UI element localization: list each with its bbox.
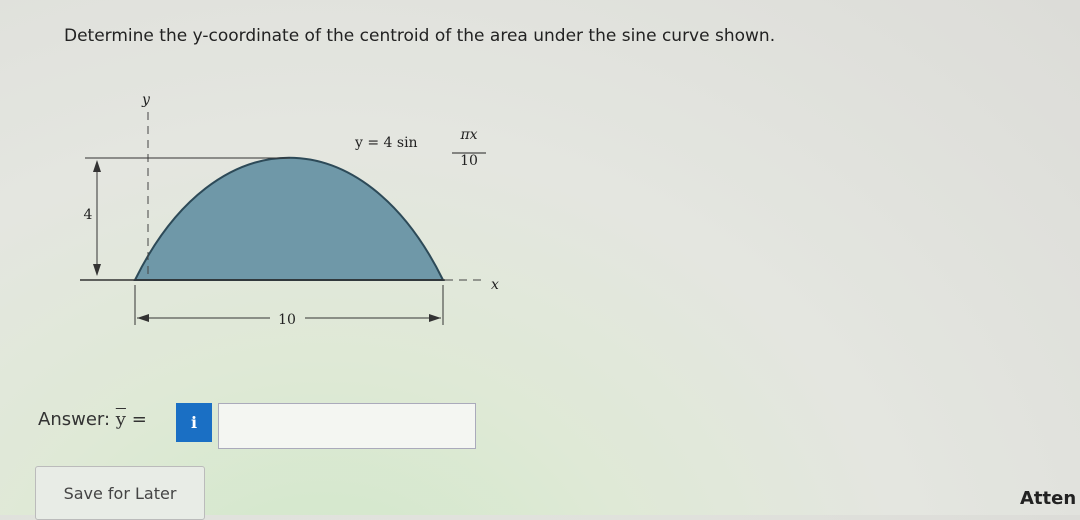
- answer-variable: y: [115, 409, 126, 430]
- equation-denominator: 10: [460, 153, 478, 169]
- info-button[interactable]: i: [176, 403, 212, 442]
- height-arrows: [93, 160, 101, 276]
- answer-label: Answer: y =: [38, 409, 147, 430]
- y-axis-label: y: [141, 92, 151, 108]
- sine-area: [133, 156, 445, 281]
- attempts-text: Atten: [1020, 488, 1077, 509]
- equation-numerator: πx: [459, 127, 477, 143]
- answer-equals: =: [131, 409, 147, 430]
- answer-input[interactable]: [218, 403, 476, 449]
- save-button[interactable]: Save for Later: [35, 466, 205, 520]
- answer-text: Answer:: [38, 409, 111, 430]
- equation: y = 4 sin: [354, 135, 418, 151]
- width-label: 10: [278, 312, 296, 328]
- x-axis-label: x: [491, 277, 499, 293]
- question: Determine the y-coordinate of the centro…: [64, 26, 776, 46]
- height-label: 4: [84, 207, 93, 223]
